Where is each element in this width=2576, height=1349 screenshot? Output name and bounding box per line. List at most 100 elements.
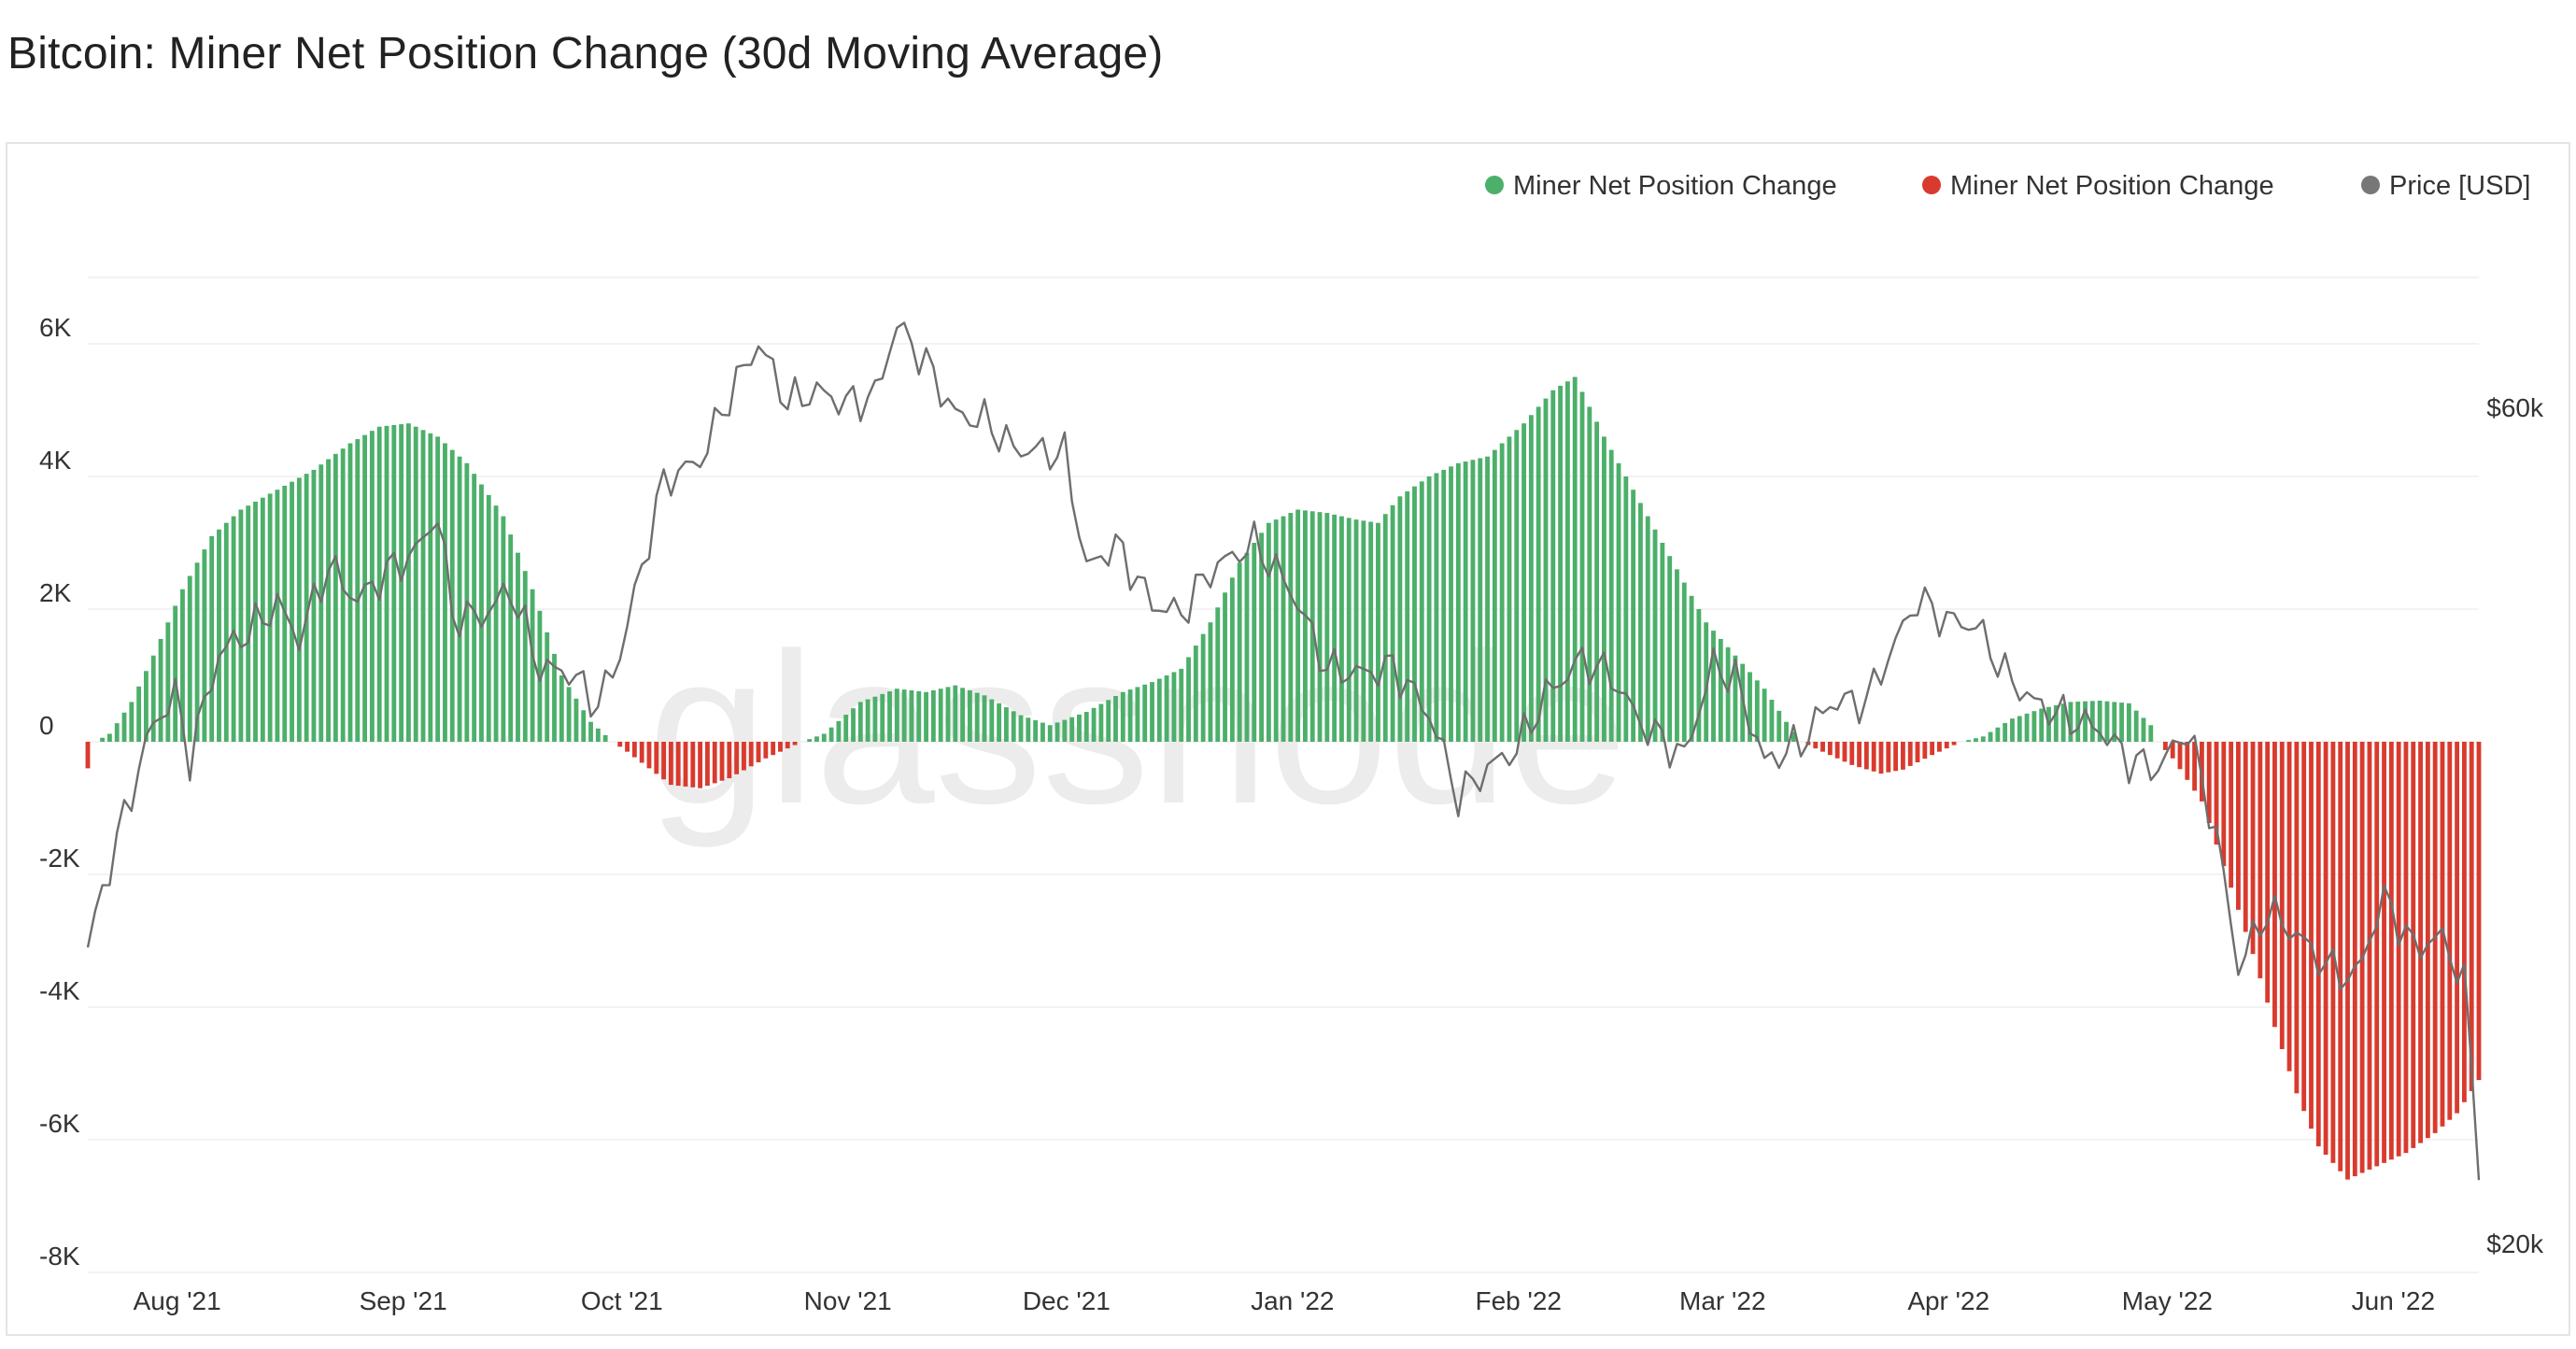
bar-negative — [2265, 742, 2271, 1003]
legend-dot — [2361, 176, 2380, 194]
bar-positive — [1127, 689, 1133, 742]
bar-negative — [1893, 742, 1899, 772]
bar-positive — [493, 505, 499, 742]
chart-svg: glassnode 6K4K2K0-2K-4K-6K-8K$60k$20kAug… — [39, 171, 2544, 1315]
bar-negative — [85, 742, 91, 769]
bar-positive — [997, 703, 1002, 742]
bar-positive — [1754, 680, 1760, 742]
bar-positive — [1434, 473, 1439, 742]
bar-positive — [1528, 415, 1534, 742]
bar-positive — [165, 622, 171, 742]
bar-positive — [100, 737, 106, 742]
bar-positive — [1995, 727, 2001, 742]
bar-negative — [1834, 742, 1840, 759]
bar-negative — [2382, 742, 2386, 1163]
bar-negative — [2352, 742, 2357, 1177]
bar-positive — [1550, 390, 1556, 742]
bar-positive — [573, 698, 579, 742]
bar-positive — [1769, 700, 1775, 742]
bar-positive — [581, 710, 587, 742]
legend-item[interactable]: Price [USD] — [2361, 171, 2530, 201]
bar-positive — [333, 453, 338, 742]
bar-positive — [595, 728, 601, 742]
x-tick-label: Mar '22 — [1679, 1286, 1766, 1315]
bar-positive — [180, 589, 185, 742]
bar-negative — [778, 742, 783, 752]
bar-negative — [2440, 742, 2445, 1127]
bar-negative — [2177, 742, 2183, 770]
bar-positive — [413, 426, 418, 742]
legend: Miner Net Position Change Miner Net Posit… — [1485, 171, 2530, 201]
bar-positive — [1229, 577, 1235, 742]
bar-positive — [1974, 738, 1978, 742]
bar-positive — [1645, 516, 1650, 742]
bar-negative — [734, 742, 740, 774]
bar-positive — [1113, 696, 1118, 742]
bar-positive — [909, 689, 914, 742]
legend-label: Miner Net Position Change — [1513, 171, 1837, 201]
bar-positive — [1631, 490, 1636, 742]
bar-positive — [1980, 736, 1986, 742]
y-tick-label: -2K — [39, 844, 80, 873]
bar-negative — [2476, 742, 2482, 1081]
bar-negative — [1901, 742, 1905, 770]
bar-positive — [2133, 710, 2139, 742]
x-tick-label: May '22 — [2122, 1286, 2213, 1315]
bar-positive — [194, 562, 200, 742]
bar-negative — [1857, 742, 1862, 768]
bar-positive — [290, 481, 294, 742]
bar-negative — [1863, 742, 1869, 770]
bar-positive — [253, 501, 258, 742]
bar-negative — [2338, 742, 2343, 1172]
bar-positive — [1507, 436, 1512, 742]
bar-positive — [129, 702, 134, 742]
bar-positive — [136, 686, 142, 742]
bar-positive — [1725, 646, 1731, 742]
bar-negative — [1878, 742, 1884, 774]
bar-positive — [158, 638, 163, 742]
bar-positive — [1376, 522, 1380, 742]
bar-positive — [1667, 556, 1673, 742]
bar-positive — [1193, 646, 1198, 742]
bar-positive — [1441, 469, 1447, 742]
bar-positive — [1623, 476, 1629, 742]
bar-negative — [617, 742, 623, 747]
x-tick-label: Feb '22 — [1475, 1286, 1562, 1315]
bar-negative — [1813, 742, 1819, 749]
bar-positive — [1069, 717, 1075, 742]
bar-positive — [1485, 456, 1490, 742]
bar-positive — [457, 456, 462, 742]
bar-negative — [1951, 742, 1957, 746]
bar-positive — [1339, 516, 1344, 742]
bar-positive — [340, 448, 346, 742]
bar-negative — [727, 742, 732, 779]
x-tick-label: Nov '21 — [804, 1286, 892, 1315]
bar-positive — [1478, 458, 1483, 742]
legend-dot — [1922, 176, 1941, 194]
bar-negative — [2403, 742, 2409, 1154]
y-tick-label: 6K — [39, 313, 72, 342]
y-tick-label: 2K — [39, 578, 72, 607]
bar-positive — [1295, 509, 1301, 742]
bar-negative — [2447, 742, 2453, 1120]
legend-item[interactable]: Miner Net Position Change — [1922, 171, 2274, 201]
bar-positive — [2148, 725, 2154, 742]
bar-positive — [150, 655, 156, 742]
bar-positive — [1150, 682, 1154, 742]
bar-negative — [1944, 742, 1949, 749]
bar-negative — [2315, 742, 2321, 1147]
bar-positive — [1142, 684, 1148, 742]
bar-negative — [2185, 742, 2190, 780]
y-tick-label: 4K — [39, 446, 72, 475]
bar-positive — [399, 424, 404, 742]
bar-negative — [2272, 742, 2277, 1028]
bar-positive — [857, 702, 863, 742]
bar-negative — [1827, 742, 1833, 756]
bar-positive — [1616, 462, 1621, 742]
legend-item[interactable]: Miner Net Position Change — [1485, 171, 1837, 201]
bar-positive — [2083, 701, 2088, 742]
bar-positive — [1120, 691, 1125, 742]
bar-negative — [661, 742, 667, 780]
bar-positive — [967, 689, 972, 742]
bar-negative — [771, 742, 776, 756]
